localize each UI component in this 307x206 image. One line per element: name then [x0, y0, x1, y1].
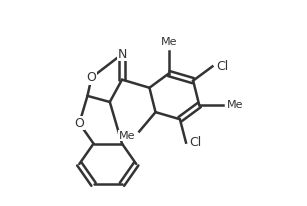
Text: O: O: [74, 117, 84, 130]
Text: Cl: Cl: [189, 136, 201, 149]
Text: Cl: Cl: [216, 60, 229, 73]
Text: O: O: [87, 71, 96, 84]
Text: Me: Me: [227, 100, 243, 110]
Text: Me: Me: [161, 37, 177, 47]
Text: Me: Me: [119, 131, 135, 140]
Text: N: N: [117, 48, 127, 61]
